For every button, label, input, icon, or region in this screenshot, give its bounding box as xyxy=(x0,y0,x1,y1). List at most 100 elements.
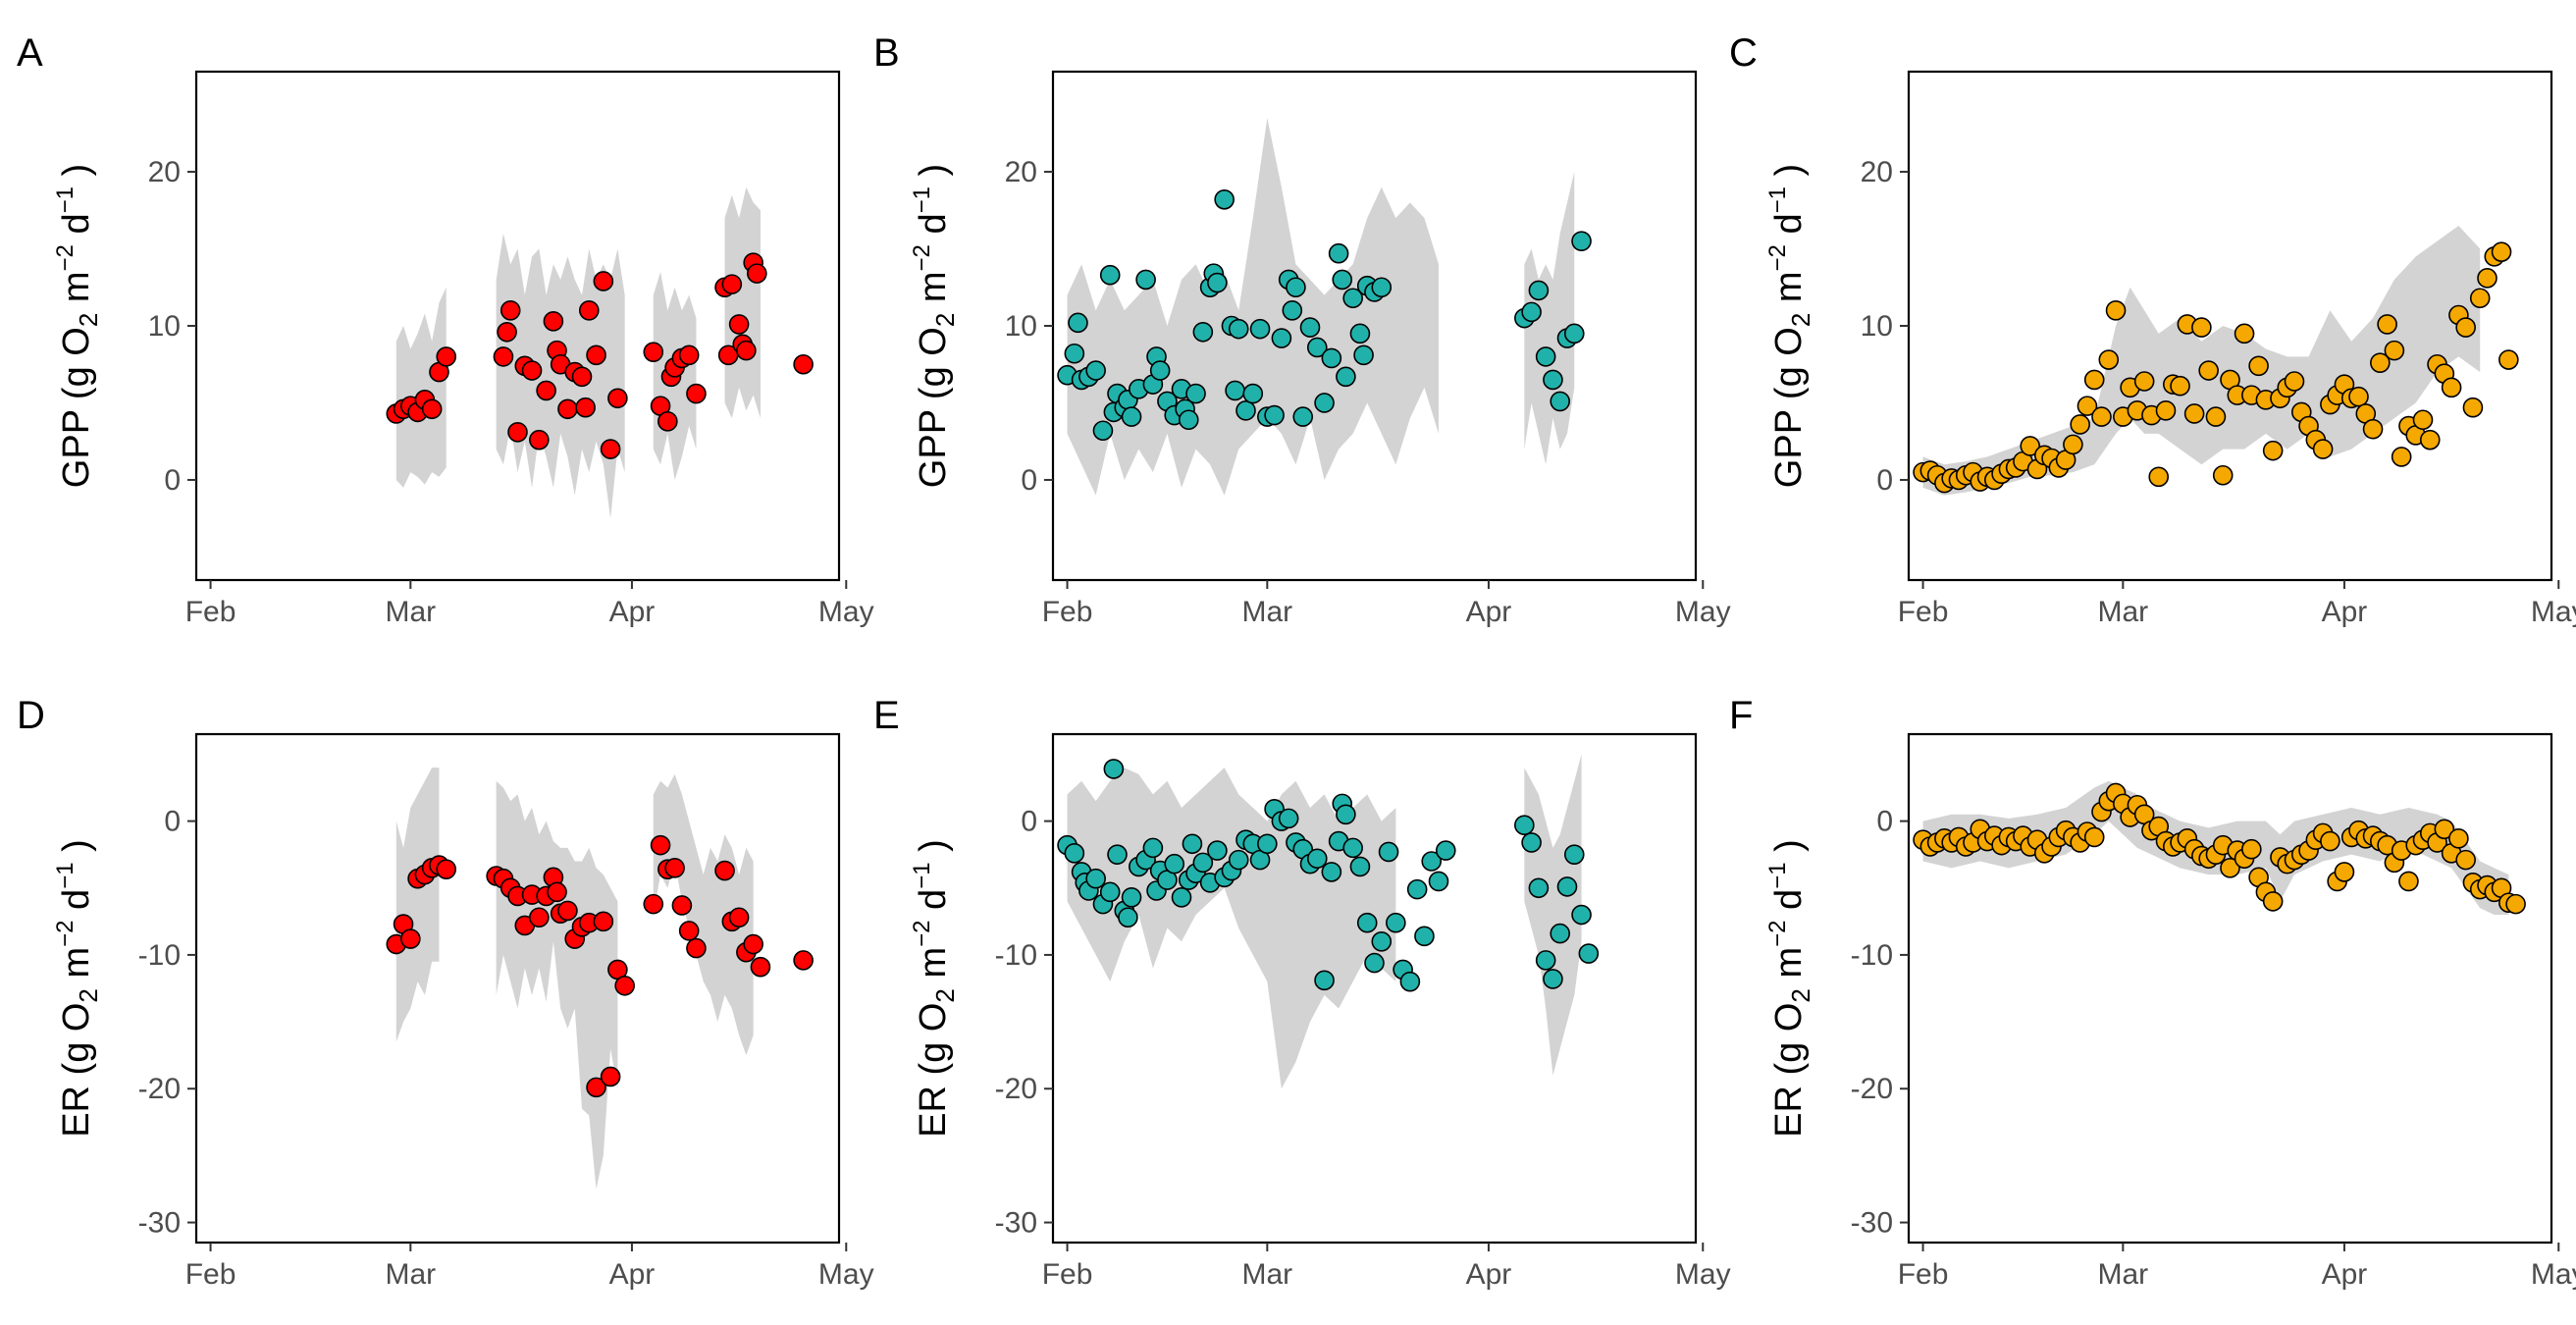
data-point xyxy=(1535,346,1556,367)
data-point xyxy=(2498,349,2519,370)
data-point xyxy=(1528,280,1550,301)
data-point xyxy=(600,439,621,459)
y-axis-title-part: d xyxy=(1768,889,1810,921)
data-point xyxy=(1192,852,1214,874)
data-point xyxy=(2155,400,2177,421)
data-point xyxy=(1286,277,1306,298)
data-point xyxy=(2320,830,2340,852)
data-point xyxy=(586,344,606,366)
data-point xyxy=(1550,391,1571,412)
y-tick-label: 0 xyxy=(1021,464,1037,497)
data-point xyxy=(400,928,421,949)
y-axis-title-part: −1 xyxy=(52,186,79,213)
data-point xyxy=(2477,268,2497,289)
data-point xyxy=(1185,383,1206,404)
data-point xyxy=(1103,759,1125,779)
data-point xyxy=(607,388,628,409)
data-point xyxy=(1421,851,1443,872)
data-point xyxy=(1099,881,1121,903)
data-point xyxy=(600,1066,621,1087)
y-axis-title: GPP (g O2 m−2 d−1 ) xyxy=(52,164,103,488)
y-tick-label: -10 xyxy=(995,939,1037,972)
data-point xyxy=(578,300,600,321)
y-axis-title-part: 2 xyxy=(930,988,960,1002)
data-point xyxy=(1242,383,1264,404)
panel-letter: F xyxy=(1729,694,1753,737)
x-tick-label: Apr xyxy=(1466,1258,1512,1291)
data-point xyxy=(1249,318,1271,340)
y-axis-title-part: ) xyxy=(1768,164,1810,186)
data-point xyxy=(2384,340,2405,361)
y-axis-title-part: m xyxy=(56,947,97,988)
y-axis-title-part: 2 xyxy=(74,988,103,1002)
x-tick-label: May xyxy=(1675,1258,1731,1291)
data-point xyxy=(1349,323,1371,344)
data-point xyxy=(1342,837,1363,859)
data-point xyxy=(1336,804,1356,825)
data-point xyxy=(1149,360,1171,381)
y-axis-title-part: 2 xyxy=(1786,988,1815,1002)
data-point xyxy=(686,383,707,404)
data-point xyxy=(1328,242,1349,264)
data-point xyxy=(571,366,593,388)
data-point xyxy=(686,937,707,959)
data-point xyxy=(521,360,543,381)
y-axis-title-part: d xyxy=(56,889,97,921)
x-tick-label: Feb xyxy=(1898,596,1949,628)
y-axis-title-part: ) xyxy=(913,839,954,862)
x-tick-label: Feb xyxy=(1042,1258,1093,1291)
data-point xyxy=(2212,464,2234,486)
x-tick-label: Mar xyxy=(385,596,436,628)
y-axis-title-part: m xyxy=(1768,271,1810,312)
data-point xyxy=(1378,841,1399,863)
data-point xyxy=(678,344,700,366)
y-axis-title: ER (g O2 m−2 d−1 ) xyxy=(52,839,103,1138)
data-point xyxy=(1121,406,1142,427)
data-point xyxy=(1235,400,1256,421)
y-axis-title-part: m xyxy=(56,271,97,312)
panel-letter: B xyxy=(873,31,900,75)
x-tick-label: May xyxy=(2531,1258,2576,1291)
plot-area xyxy=(1057,118,1592,496)
data-point xyxy=(2505,893,2526,915)
y-axis-title-part: ) xyxy=(1768,839,1810,862)
data-point xyxy=(1271,328,1292,348)
y-tick-label: 0 xyxy=(1021,806,1037,838)
y-tick-label: -20 xyxy=(1851,1073,1893,1105)
data-point xyxy=(2262,891,2284,912)
y-axis-title-part: d xyxy=(1768,213,1810,244)
y-tick-label: -30 xyxy=(1851,1207,1893,1240)
data-point xyxy=(2183,403,2205,424)
data-point xyxy=(2070,414,2090,435)
x-tick-label: Feb xyxy=(185,1258,237,1291)
y-axis-title-part: d xyxy=(56,213,97,244)
data-point xyxy=(2434,819,2455,840)
data-point xyxy=(2191,317,2212,338)
data-point xyxy=(657,411,678,432)
data-point xyxy=(2412,409,2434,431)
data-point xyxy=(743,933,763,955)
y-axis-title-part: m xyxy=(913,947,954,988)
y-axis-title-part: 2 xyxy=(930,313,960,327)
x-tick-label: May xyxy=(818,1258,874,1291)
panel-letter: C xyxy=(1729,31,1758,75)
data-point xyxy=(2455,317,2476,338)
data-point xyxy=(1414,926,1435,947)
plot-area xyxy=(1913,780,2526,916)
data-point xyxy=(1578,943,1600,964)
x-tick-label: May xyxy=(1675,596,1731,628)
x-tick-label: Mar xyxy=(2097,1258,2148,1291)
data-point xyxy=(1349,856,1371,877)
data-point xyxy=(529,429,550,450)
panel-f: Feb Mar Apr May -30 -20 -10 0 ER (g O2 m−2 d−1 )… xyxy=(1729,694,2576,1291)
data-point xyxy=(1214,188,1235,210)
data-point xyxy=(1521,301,1542,323)
y-tick-label: 20 xyxy=(1005,156,1037,188)
data-point xyxy=(1107,844,1128,865)
data-point xyxy=(2063,434,2083,455)
data-point xyxy=(1278,808,1299,829)
uncertainty-band xyxy=(395,768,440,1042)
x-tick-label: Apr xyxy=(2322,596,2368,628)
data-point xyxy=(2170,375,2190,397)
data-point xyxy=(2098,349,2120,370)
